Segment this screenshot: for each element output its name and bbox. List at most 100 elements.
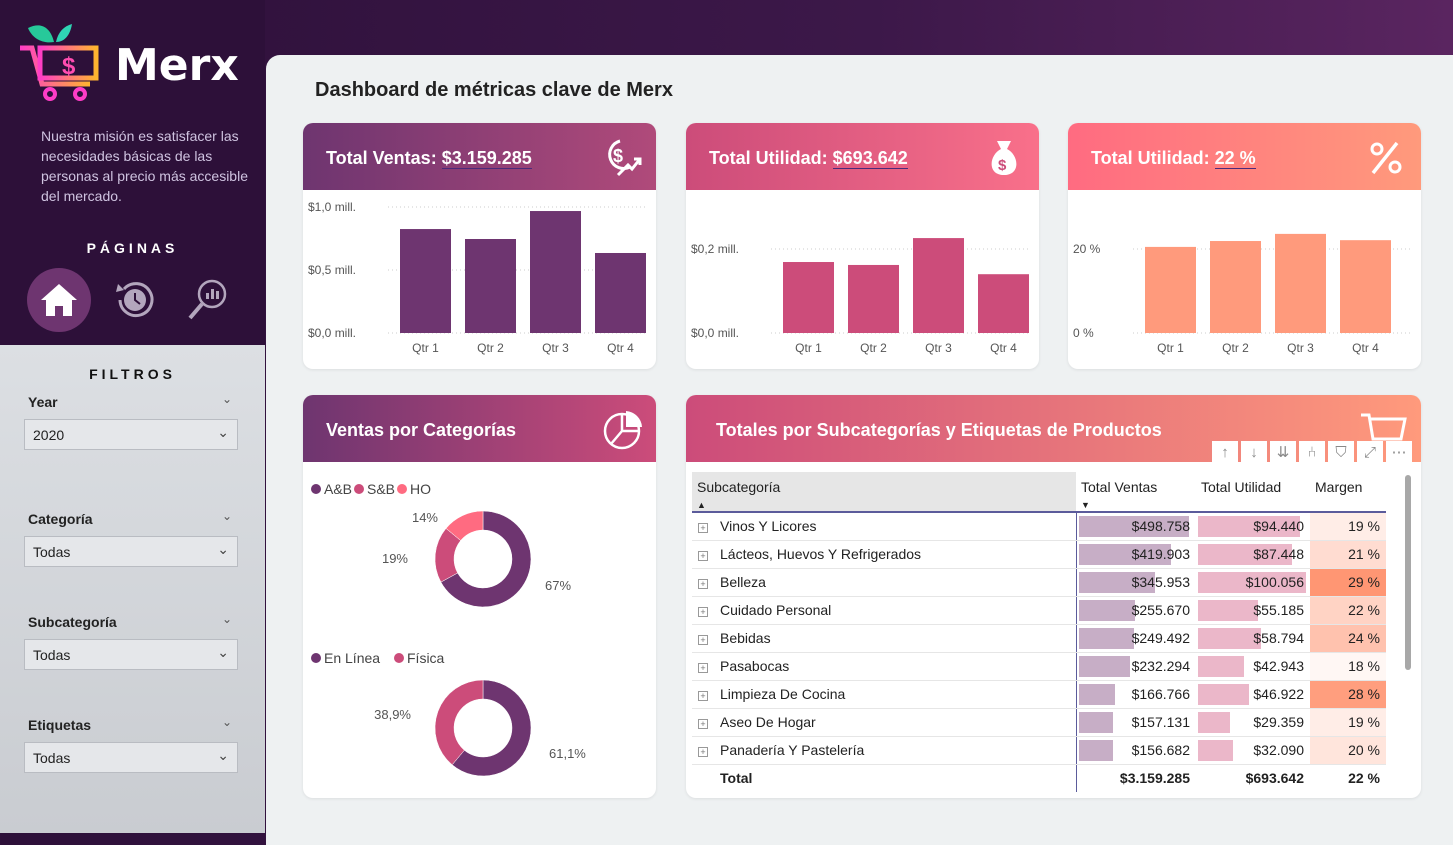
table-row[interactable]: + Vinos Y Licores $498.758 $94.440 19 % [692,512,1386,541]
bar[interactable] [530,211,581,333]
bar[interactable] [1340,240,1391,333]
x-tick-label: Qtr 3 [542,341,569,355]
pie-chart-icon [603,411,642,450]
col-header-ventas[interactable]: Total Ventas ▼ [1076,472,1196,513]
bar[interactable] [978,274,1029,333]
kpi-label: Total Utilidad: [1091,148,1215,168]
legend-label[interactable]: HO [410,481,431,497]
table-row[interactable]: + Limpieza De Cocina $166.766 $46.922 28 … [692,680,1386,709]
legend-label[interactable]: En Línea [324,650,380,666]
subcategory-name: Vinos Y Licores [720,518,817,535]
table-row[interactable]: + Cuidado Personal $255.670 $55.185 22 % [692,596,1386,625]
table-toolbar-button[interactable]: ⋯ [1386,441,1412,465]
expand-icon[interactable]: + [698,719,708,729]
donut-slice[interactable] [440,510,532,608]
kpi-card: Total Utilidad: 22 % 0 % 20 % Qtr 1 Qtr 2 Qt… [1068,123,1421,369]
chevron-down-icon[interactable]: ⌄ [222,715,233,729]
categories-title: Ventas por Categorías [326,420,517,440]
utilidad-data-bar [1198,711,1230,733]
bar[interactable] [465,239,516,333]
table-row[interactable]: + Bebidas $249.492 $58.794 24 % [692,624,1386,653]
table-toolbar-button[interactable]: ↑ [1212,441,1238,465]
subcategory-table: Subcategoría ▲ Total Ventas ▼ Total Utilid… [692,472,1386,792]
margen-value: 19 % [1348,714,1380,730]
kpi-label: Total Utilidad: [709,148,833,168]
filter-dropdown[interactable]: Todas ⌄ [24,639,238,670]
table-row[interactable]: + Pasabocas $232.294 $42.943 18 % [692,652,1386,681]
filter-dropdown[interactable]: Todas ⌄ [24,742,238,773]
ventas-data-bar [1078,571,1155,593]
nav-history-button[interactable] [102,268,166,332]
legend-label[interactable]: Física [407,650,445,666]
expand-icon[interactable]: + [698,747,708,757]
chevron-down-icon[interactable]: ⌄ [222,612,233,626]
mission-text: Nuestra misión es satisfacer las necesid… [41,128,248,204]
bar[interactable] [400,229,451,333]
x-tick-label: Qtr 2 [860,341,887,355]
bar[interactable] [595,252,646,333]
expand-icon[interactable]: + [698,579,708,589]
bar[interactable] [1145,246,1196,333]
nav-home-button[interactable] [27,268,91,332]
expand-icon[interactable]: + [698,663,708,673]
table-toolbar-button[interactable]: ⇊ [1270,441,1296,465]
y-tick-label: $0,5 mill. [308,263,356,277]
kpi-card: Total Utilidad: $693.642 $ $0,0 mill. $0,… [686,123,1039,369]
ventas-value: $498.758 [1131,518,1190,535]
table-row[interactable]: + Lácteos, Huevos Y Refrigerados $419.903… [692,540,1386,569]
utilidad-data-bar [1198,627,1262,649]
ventas-value: $166.766 [1131,686,1190,702]
donut-slice[interactable] [445,510,484,541]
expand-icon[interactable]: + [698,691,708,701]
table-toolbar-button[interactable]: ⑃ [1299,441,1325,465]
table-scrollbar[interactable] [1405,475,1411,670]
utilidad-value: $42.943 [1253,658,1304,674]
chevron-down-icon[interactable]: ⌄ [222,392,233,406]
table-row[interactable]: + Belleza $345.953 $100.056 29 % [692,568,1386,597]
col-header-utilidad[interactable]: Total Utilidad [1196,472,1310,513]
expand-icon[interactable]: + [698,635,708,645]
filter-label: Subcategoría [28,614,117,630]
sort-asc-icon: ▲ [697,500,706,510]
x-tick-label: Qtr 1 [1157,341,1184,355]
ventas-data-bar [1078,711,1114,733]
expand-icon[interactable]: + [698,607,708,617]
table-row[interactable]: + Panadería Y Pastelería $156.682 $32.090… [692,736,1386,765]
chevron-down-icon[interactable]: ⌄ [222,509,233,523]
chevron-down-icon: ⌄ [217,541,229,557]
bar[interactable] [848,264,899,333]
table-toolbar-button[interactable]: ↓ [1241,441,1267,465]
utilidad-data-bar [1198,683,1249,705]
filter-dropdown[interactable]: Todas ⌄ [24,536,238,567]
kpi-value: 22 % [1214,148,1256,169]
table-toolbar-button[interactable]: ⤢ [1357,441,1383,465]
expand-icon[interactable]: + [698,551,708,561]
table-toolbar-button[interactable]: ⛉ [1328,441,1354,465]
col-header-subcategoria[interactable]: Subcategoría ▲ [692,472,1076,513]
bar[interactable] [913,238,964,333]
table-row[interactable]: + Aseo De Hogar $157.131 $29.359 19 % [692,708,1386,737]
expand-icon[interactable]: + [698,523,708,534]
donut-charts: A&B S&B HO 67% 19% 14% En Línea Física 61,1% 38,9… [311,481,586,777]
bar[interactable] [1275,233,1326,333]
bar[interactable] [1210,241,1261,333]
donut-slice[interactable] [434,679,484,766]
bar-chart: $0,0 mill. $0,2 mill. Qtr 1 Qtr 2 Qtr 3 Qtr 4 [691,238,1031,355]
ventas-value: $255.670 [1131,602,1190,618]
bar[interactable] [783,262,834,333]
utilidad-data-bar [1198,739,1233,761]
svg-text:$: $ [62,53,76,80]
x-tick-label: Qtr 1 [412,341,439,355]
filter-dropdown[interactable]: 2020 ⌄ [24,419,238,450]
col-header-margen[interactable]: Margen [1310,472,1386,513]
filter-value: Todas [33,544,71,560]
legend-label[interactable]: A&B [324,481,352,497]
margen-value: 29 % [1348,574,1380,590]
subcategory-name: Lácteos, Huevos Y Refrigerados [720,546,922,562]
ventas-value: $157.131 [1131,714,1190,730]
legend-label[interactable]: S&B [367,481,395,497]
slice-label: 38,9% [374,707,411,722]
margen-value: 19 % [1348,518,1380,535]
nav-analysis-button[interactable] [176,268,240,332]
utilidad-value: $46.922 [1253,686,1304,702]
